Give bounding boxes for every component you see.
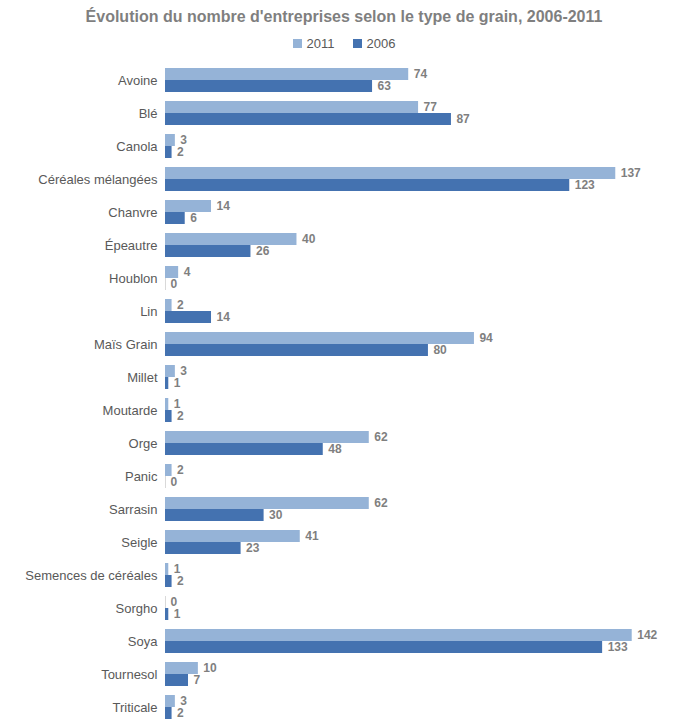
svg-text:Maïs Grain: Maïs Grain xyxy=(94,337,158,352)
svg-text:0: 0 xyxy=(171,277,178,291)
html-text:2006: 2006 xyxy=(366,35,396,51)
svg-text:Épeautre: Épeautre xyxy=(105,238,158,253)
svg-text:142: 142 xyxy=(637,628,657,642)
svg-text:Céréales mélangées: Céréales mélangées xyxy=(38,172,158,187)
svg-text:2: 2 xyxy=(177,574,184,588)
svg-text:Semences de céréales: Semences de céréales xyxy=(25,568,158,583)
svg-text:3: 3 xyxy=(180,364,187,378)
svg-text:0: 0 xyxy=(170,595,178,610)
svg-text:23: 23 xyxy=(246,541,260,555)
svg-text:74: 74 xyxy=(414,67,428,81)
svg-text:123: 123 xyxy=(575,178,595,192)
svg-text:62: 62 xyxy=(374,496,388,510)
svg-text:2: 2 xyxy=(177,706,184,720)
svg-text:3: 3 xyxy=(180,133,187,148)
svg-text:40: 40 xyxy=(302,232,316,246)
svg-text:Canola: Canola xyxy=(116,139,158,154)
svg-text:48: 48 xyxy=(328,442,342,456)
svg-text:1: 1 xyxy=(173,562,181,577)
svg-text:1: 1 xyxy=(174,607,181,621)
svg-text:30: 30 xyxy=(269,508,283,522)
svg-text:26: 26 xyxy=(256,244,270,258)
svg-text:Seigle: Seigle xyxy=(121,535,157,550)
svg-text:41: 41 xyxy=(305,529,319,543)
svg-text:77: 77 xyxy=(424,100,438,114)
svg-text:Orge: Orge xyxy=(129,436,158,451)
svg-text:2: 2 xyxy=(177,298,184,312)
svg-text:Soya: Soya xyxy=(128,634,158,649)
html-text:2011: 2011 xyxy=(306,35,335,51)
svg-text:Lin: Lin xyxy=(140,304,157,319)
svg-text:Sarrasin: Sarrasin xyxy=(109,502,157,517)
svg-text:Avoine: Avoine xyxy=(118,73,158,88)
svg-text:14: 14 xyxy=(217,310,231,324)
svg-text:2: 2 xyxy=(177,145,184,159)
html-text:Évolution du nombre d'entrepri: Évolution du nombre d'entreprises selon … xyxy=(85,8,603,25)
svg-text:0: 0 xyxy=(171,475,178,489)
svg-text:7: 7 xyxy=(194,673,201,687)
svg-text:80: 80 xyxy=(433,343,447,357)
svg-text:Houblon: Houblon xyxy=(109,271,157,286)
svg-text:14: 14 xyxy=(217,199,231,213)
svg-text:2: 2 xyxy=(177,463,184,477)
svg-text:10: 10 xyxy=(203,661,217,675)
svg-text:133: 133 xyxy=(608,640,628,654)
svg-text:Blé: Blé xyxy=(139,106,158,121)
svg-text:Tournesol: Tournesol xyxy=(101,667,157,682)
svg-text:63: 63 xyxy=(378,79,392,93)
svg-text:6: 6 xyxy=(190,211,197,225)
svg-text:3: 3 xyxy=(180,694,187,709)
svg-text:94: 94 xyxy=(479,331,493,345)
svg-text:1: 1 xyxy=(174,376,181,390)
svg-text:Triticale: Triticale xyxy=(112,700,157,715)
svg-text:Panic: Panic xyxy=(125,469,158,484)
svg-text:2: 2 xyxy=(177,409,184,423)
svg-text:1: 1 xyxy=(173,397,181,412)
svg-text:Millet: Millet xyxy=(127,370,158,385)
svg-text:87: 87 xyxy=(456,112,470,126)
svg-text:Chanvre: Chanvre xyxy=(108,205,157,220)
svg-text:62: 62 xyxy=(374,430,388,444)
svg-text:137: 137 xyxy=(621,166,641,180)
svg-text:Sorgho: Sorgho xyxy=(116,601,158,616)
svg-text:Moutarde: Moutarde xyxy=(103,403,158,418)
svg-text:4: 4 xyxy=(184,265,191,279)
